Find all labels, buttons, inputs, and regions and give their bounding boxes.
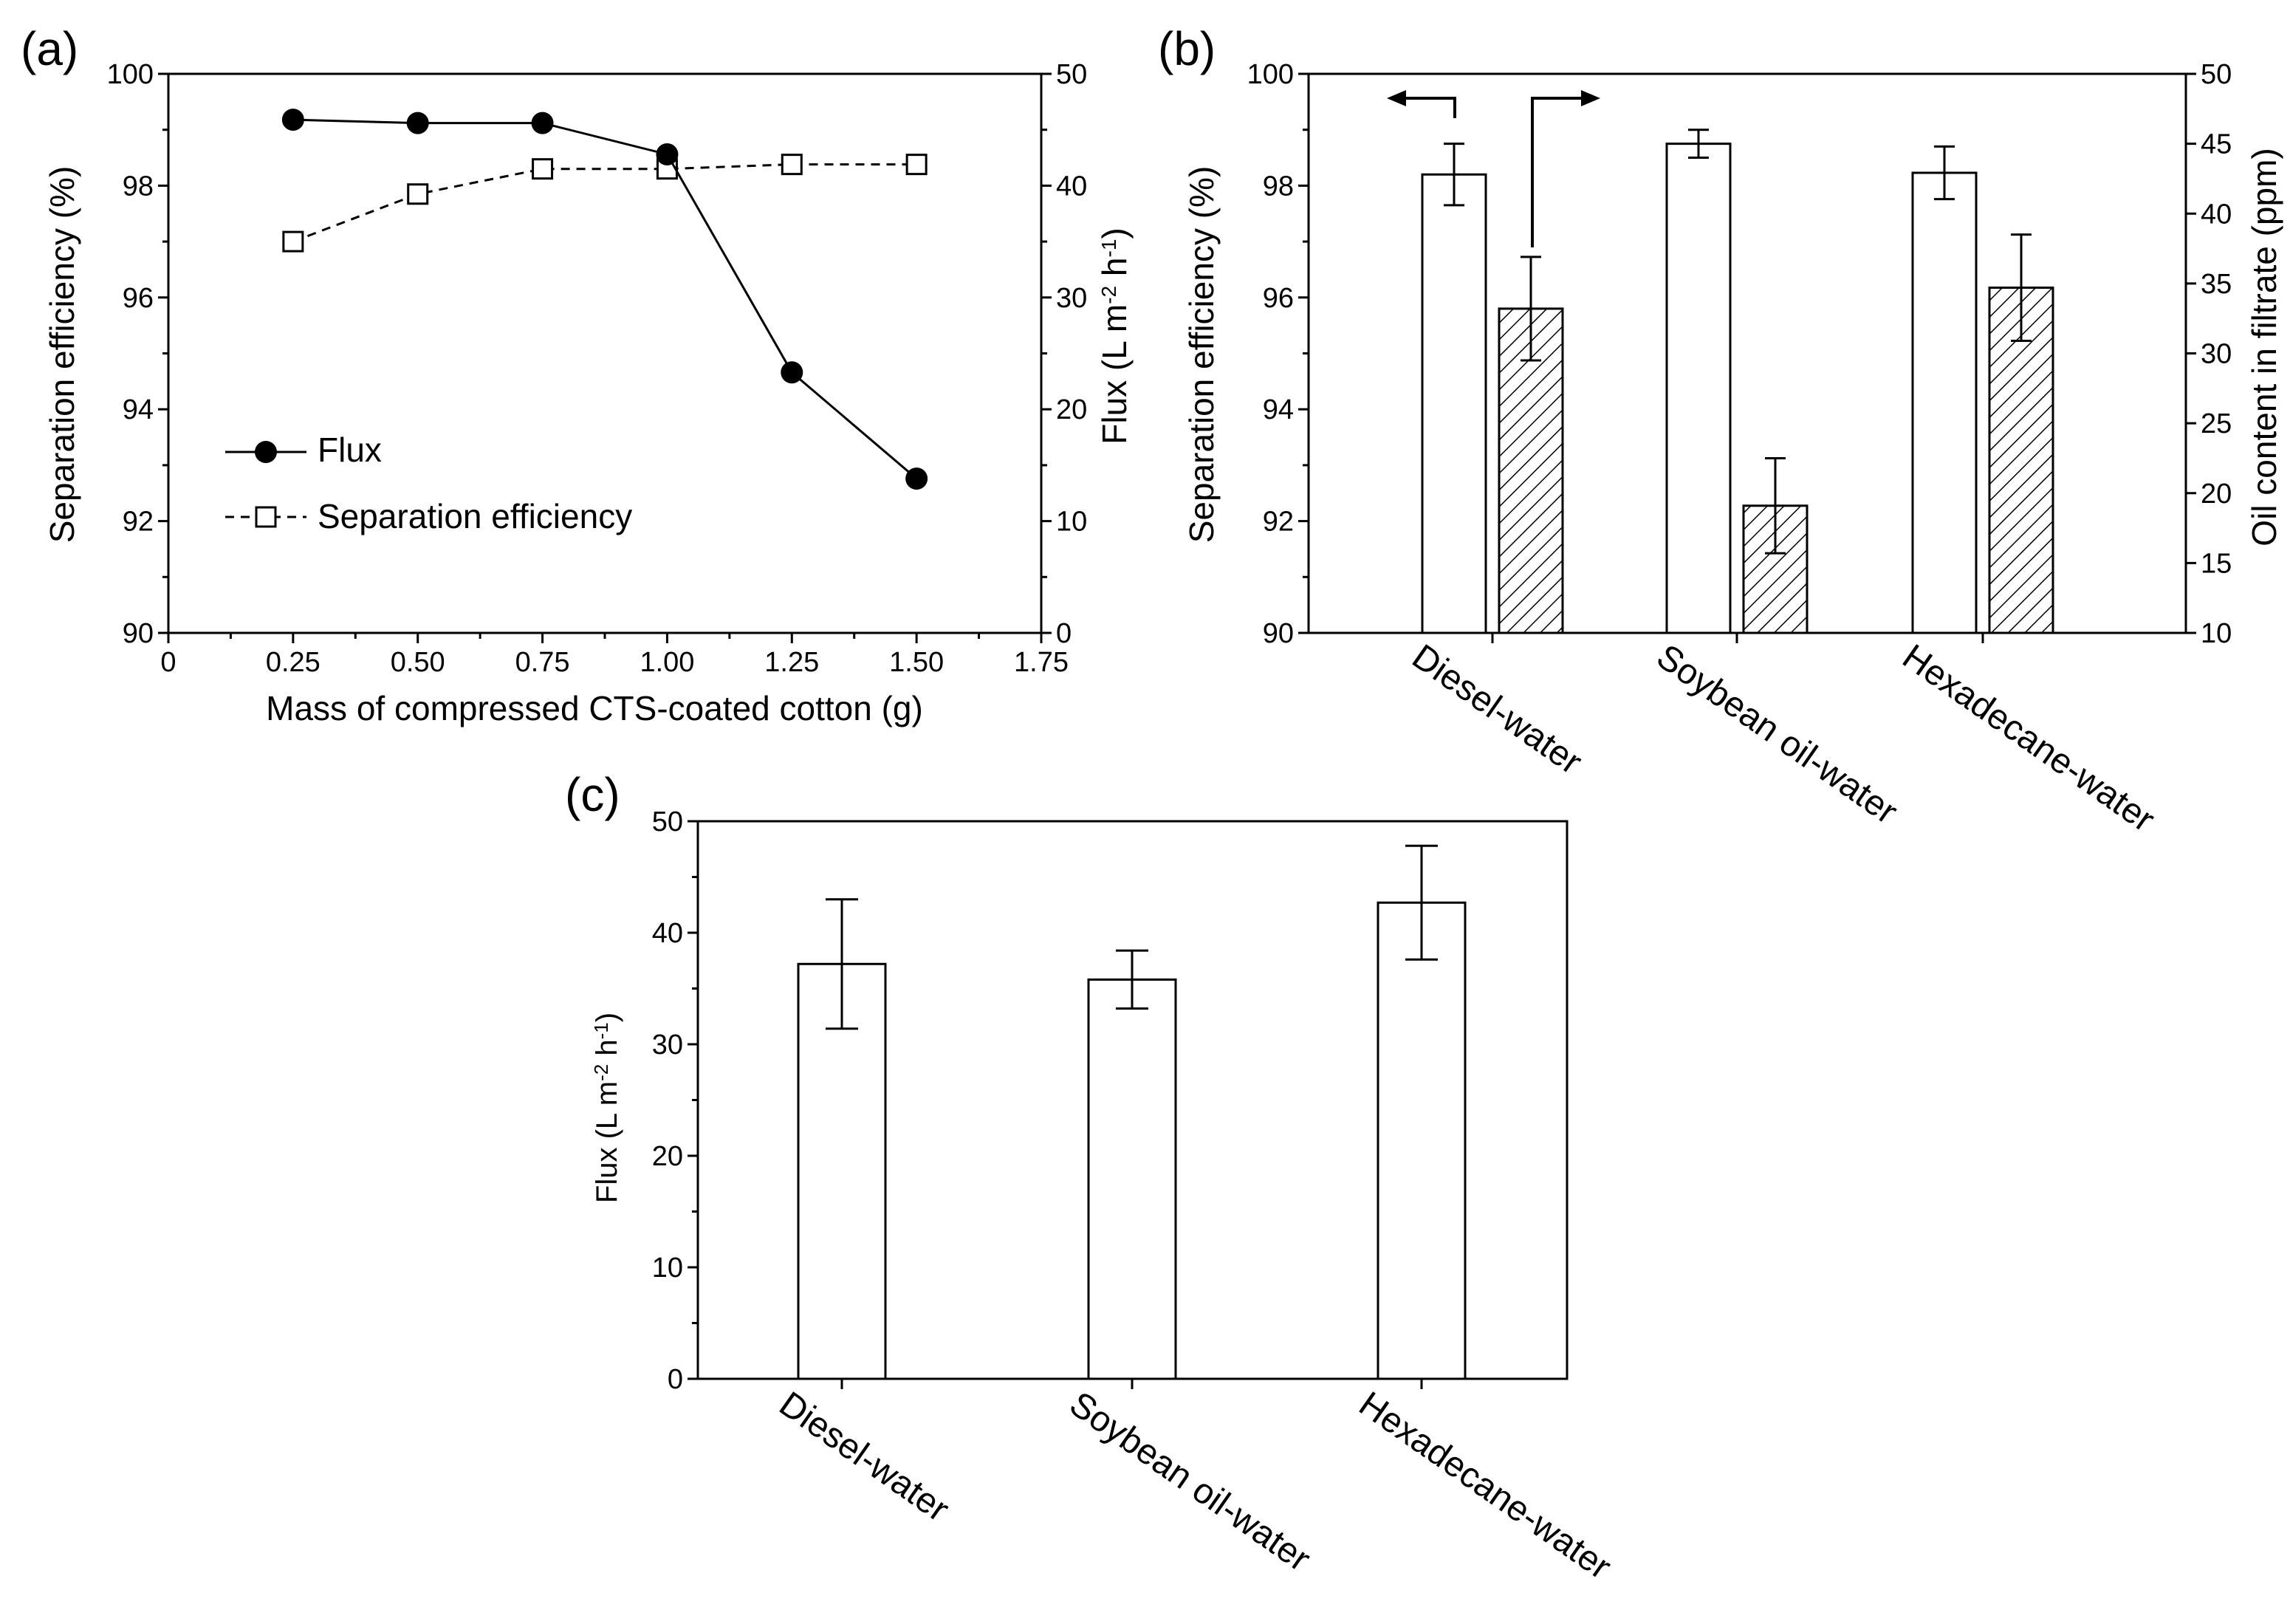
legend-label-separation-efficiency: Separation efficiency bbox=[318, 497, 632, 535]
category-label: Diesel-water bbox=[772, 1385, 956, 1529]
superscript-minus-two: -2 bbox=[590, 1064, 612, 1081]
panel-c: (c) Flux (L m-2 h-1) 0 10 20 30 40 50 Diesel-w… bbox=[565, 768, 1618, 1587]
panel-label-b: (b) bbox=[1158, 22, 1216, 75]
y-left-tick-label: 98 bbox=[123, 171, 154, 202]
y-left-tick-label: 90 bbox=[1263, 618, 1294, 649]
y-tick-label: 50 bbox=[652, 806, 683, 837]
bar-separation-efficiency bbox=[1422, 174, 1486, 633]
y-tick-label: 30 bbox=[652, 1029, 683, 1061]
flux-point bbox=[781, 361, 803, 383]
y-right-tick-label: 10 bbox=[2201, 618, 2232, 649]
y-right-tick-label: 30 bbox=[2201, 339, 2232, 370]
y-tick-label: 40 bbox=[652, 918, 683, 949]
bar-separation-efficiency bbox=[1667, 144, 1730, 633]
y-left-tick-label: 98 bbox=[1263, 171, 1294, 202]
separation-efficiency-point bbox=[533, 160, 552, 179]
separation-efficiency-point bbox=[907, 155, 926, 174]
y-right-tick-label: 20 bbox=[2201, 479, 2232, 510]
y-right-tick-label: 25 bbox=[2201, 408, 2232, 439]
panel-a-y-right-title: Flux (L m-2 h-1) bbox=[1095, 227, 1134, 445]
y-right-tick-label: 45 bbox=[2201, 129, 2232, 160]
separation-efficiency-point bbox=[284, 232, 303, 251]
x-tick-label: 1.00 bbox=[640, 647, 694, 678]
panel-b: (b) Separation efficiency (%) Oil conten… bbox=[1158, 22, 2283, 840]
y-tick-label: 0 bbox=[668, 1364, 683, 1395]
y-left-tick-label: 96 bbox=[123, 283, 154, 314]
legend-separation-efficiency-marker bbox=[256, 507, 275, 527]
bar-flux bbox=[1378, 902, 1465, 1379]
bar-flux bbox=[1089, 979, 1176, 1379]
left-axis-arrowhead bbox=[1387, 90, 1406, 106]
superscript-minus-one: -1 bbox=[590, 1022, 612, 1039]
panel-c-y-title: Flux (L m-2 h-1) bbox=[590, 1013, 623, 1203]
flux-point bbox=[282, 109, 304, 131]
separation-efficiency-point bbox=[782, 155, 801, 174]
x-tick-label: 0 bbox=[160, 647, 176, 678]
right-axis-arrowhead bbox=[1581, 90, 1600, 106]
y-left-tick-label: 92 bbox=[123, 507, 154, 538]
y-right-tick-label: 50 bbox=[1056, 59, 1087, 90]
x-tick-label: 1.25 bbox=[764, 647, 819, 678]
panel-label-a: (a) bbox=[21, 22, 78, 75]
y-right-tick-label: 50 bbox=[2201, 59, 2232, 90]
y-left-tick-label: 100 bbox=[1247, 59, 1294, 90]
series-flux-line bbox=[293, 120, 916, 479]
y-right-tick-label: 10 bbox=[1056, 507, 1087, 538]
panel-b-y-left-title: Separation efficiency (%) bbox=[1182, 166, 1221, 544]
superscript-minus-two: -2 bbox=[1097, 286, 1120, 304]
legend-label-flux: Flux bbox=[318, 431, 382, 469]
category-label: Hexadecane-water bbox=[1896, 637, 2162, 840]
category-label: Diesel-water bbox=[1405, 637, 1589, 782]
y-left-tick-label: 94 bbox=[1263, 394, 1294, 425]
legend-flux-marker bbox=[255, 441, 277, 463]
panel-label-c: (c) bbox=[565, 768, 620, 821]
panel-a-y-left-title: Separation efficiency (%) bbox=[43, 166, 81, 544]
y-right-tick-label: 40 bbox=[2201, 199, 2232, 230]
superscript-minus-one: -1 bbox=[1097, 239, 1120, 258]
x-tick-label: 1.75 bbox=[1014, 647, 1069, 678]
flux-point bbox=[532, 112, 554, 134]
x-tick-label: 0.25 bbox=[266, 647, 320, 678]
category-label: Soybean oil-water bbox=[1063, 1385, 1317, 1580]
y-tick-label: 10 bbox=[652, 1253, 683, 1284]
y-right-tick-label: 35 bbox=[2201, 269, 2232, 300]
y-left-tick-label: 94 bbox=[123, 394, 154, 425]
y-right-tick-label: 30 bbox=[1056, 283, 1087, 314]
panel-a-x-title: Mass of compressed CTS-coated cotton (g) bbox=[266, 689, 923, 727]
category-label: Soybean oil-water bbox=[1650, 637, 1905, 832]
y-right-tick-label: 0 bbox=[1056, 618, 1072, 649]
panel-a: (a) Separation efficiency (%) Flux (L m-… bbox=[21, 22, 1134, 727]
y-left-tick-label: 96 bbox=[1263, 283, 1294, 314]
x-tick-label: 0.75 bbox=[515, 647, 570, 678]
y-left-tick-label: 92 bbox=[1263, 507, 1294, 538]
y-right-tick-label: 20 bbox=[1056, 394, 1087, 425]
series-separation-efficiency-line bbox=[293, 165, 916, 241]
x-tick-label: 1.50 bbox=[889, 647, 944, 678]
flux-point bbox=[656, 143, 678, 165]
y-right-tick-label: 15 bbox=[2201, 548, 2232, 579]
bar-separation-efficiency bbox=[1913, 173, 1976, 633]
y-left-tick-label: 100 bbox=[107, 59, 154, 90]
right-axis-arrow-line bbox=[1532, 98, 1591, 247]
flux-point bbox=[407, 112, 429, 134]
category-label: Hexadecane-water bbox=[1352, 1385, 1618, 1588]
flux-point bbox=[905, 467, 928, 490]
x-tick-label: 0.50 bbox=[391, 647, 445, 678]
separation-efficiency-point bbox=[408, 185, 428, 204]
panel-b-y-right-title: Oil content in filtrate (ppm) bbox=[2245, 148, 2283, 546]
y-left-tick-label: 90 bbox=[123, 618, 154, 649]
figure: (a) Separation efficiency (%) Flux (L m-… bbox=[0, 0, 2290, 1624]
y-tick-label: 20 bbox=[652, 1141, 683, 1172]
y-right-tick-label: 40 bbox=[1056, 171, 1087, 202]
